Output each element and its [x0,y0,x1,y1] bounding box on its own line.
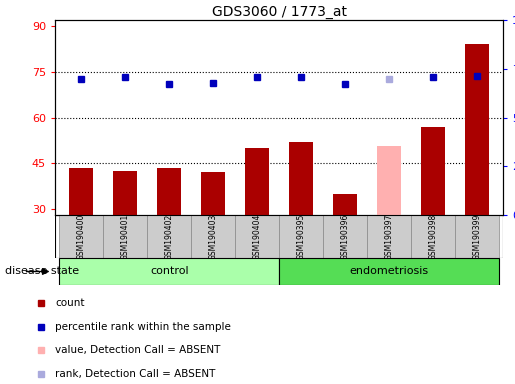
Text: GSM190400: GSM190400 [77,214,86,260]
Bar [70,168,93,215]
Text: GSM190402: GSM190402 [165,214,174,260]
Bar [113,171,138,215]
Bar [191,215,235,258]
Text: GSM190399: GSM190399 [472,214,481,260]
Bar [279,258,499,285]
Text: disease state: disease state [5,266,79,276]
Bar [333,194,357,215]
Bar [59,215,104,258]
Text: value, Detection Call = ABSENT: value, Detection Call = ABSENT [56,345,221,355]
Text: GSM190404: GSM190404 [252,214,262,260]
Bar [104,215,147,258]
Bar [147,215,191,258]
Bar [289,142,313,215]
Bar [235,215,279,258]
Text: GSM190395: GSM190395 [297,214,305,260]
Bar [455,215,499,258]
Text: rank, Detection Call = ABSENT: rank, Detection Call = ABSENT [56,369,216,379]
Title: GDS3060 / 1773_at: GDS3060 / 1773_at [212,5,347,19]
Bar [157,168,181,215]
Text: GSM190401: GSM190401 [121,214,130,260]
Bar [201,172,225,215]
Text: GSM190403: GSM190403 [209,214,218,260]
Bar [377,146,401,215]
Bar [245,148,269,215]
Bar [323,215,367,258]
Bar [411,215,455,258]
Bar [59,258,279,285]
Bar [367,215,411,258]
Text: endometriosis: endometriosis [349,266,428,276]
Bar [465,45,489,215]
Text: control: control [150,266,188,276]
Text: GSM190398: GSM190398 [428,214,437,260]
Bar [421,127,445,215]
Text: GSM190396: GSM190396 [340,214,349,260]
Text: count: count [56,298,85,308]
Bar [279,215,323,258]
Text: GSM190397: GSM190397 [384,214,393,260]
Text: percentile rank within the sample: percentile rank within the sample [56,321,231,331]
